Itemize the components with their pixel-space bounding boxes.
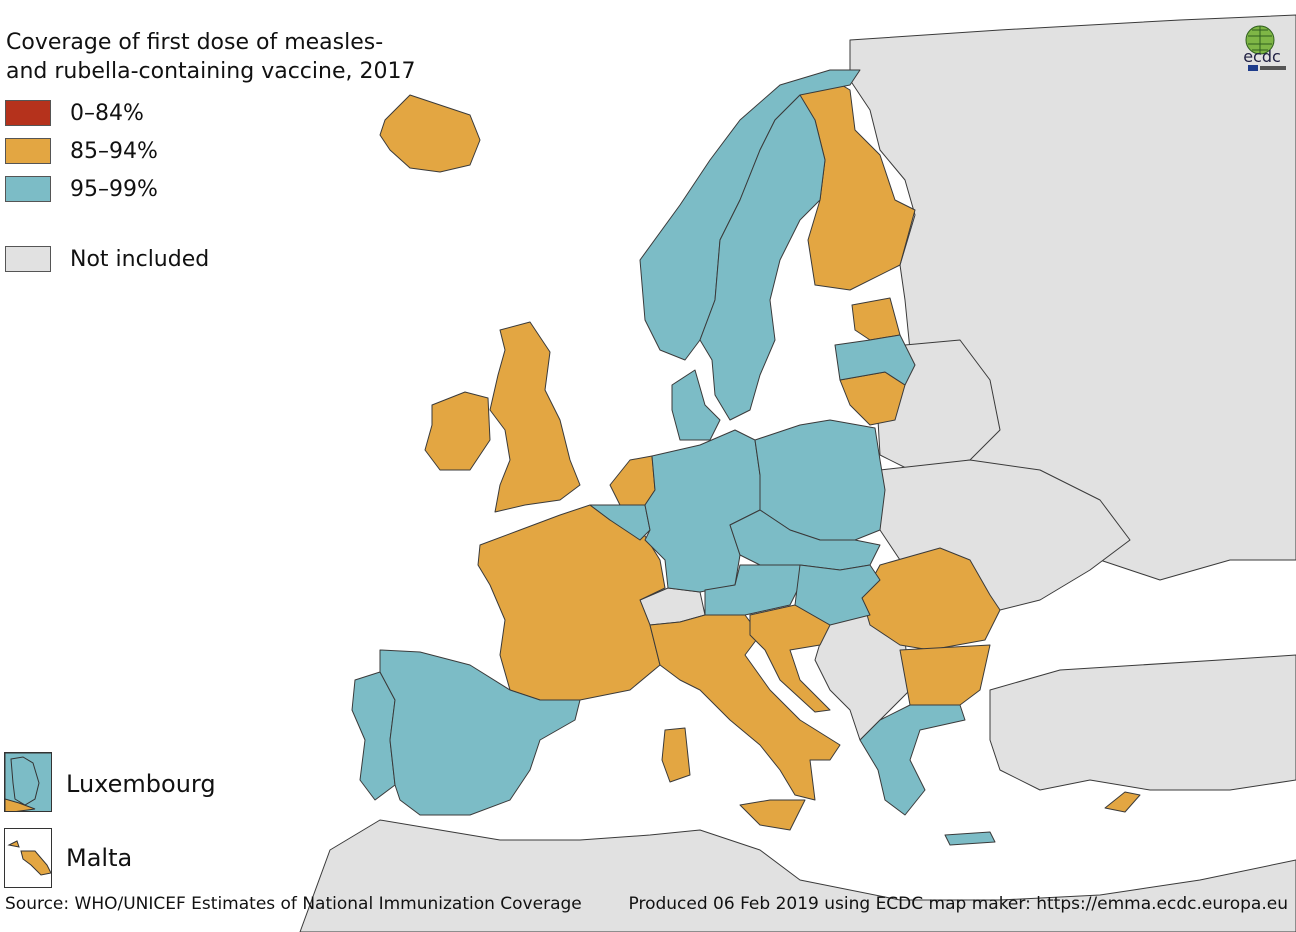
map-title: Coverage of first dose of measles- and r…	[6, 28, 426, 86]
title-line-2: and rubella-containing vaccine, 2017	[6, 59, 416, 84]
denmark	[671, 369, 721, 441]
cyprus	[1104, 791, 1141, 813]
ecdc-logo: ecdc	[1240, 22, 1290, 72]
legend-swatch-85-94	[5, 138, 51, 164]
logo-text: ecdc	[1243, 47, 1281, 66]
luxembourg-label: Luxembourg	[66, 770, 216, 798]
sweden	[699, 94, 826, 421]
legend-label: 95–99%	[70, 176, 158, 202]
sardinia	[661, 727, 691, 783]
united-kingdom	[489, 321, 581, 513]
sicily	[739, 799, 806, 831]
latvia	[834, 334, 916, 386]
legend-item-95-99: 95–99%	[5, 176, 158, 202]
legend-item-not-included: Not included	[5, 246, 209, 272]
turkey	[989, 654, 1296, 791]
greece	[859, 704, 966, 816]
lithuania	[839, 371, 906, 426]
italy	[649, 614, 841, 801]
north-africa	[299, 819, 1296, 932]
portugal	[351, 671, 396, 801]
legend-label: 0–84%	[70, 100, 144, 126]
hungary	[794, 564, 881, 626]
legend-label: 85–94%	[70, 138, 158, 164]
iceland	[379, 94, 481, 173]
produced-note: Produced 06 Feb 2019 using ECDC map make…	[628, 894, 1289, 914]
legend-swatch-not-included	[5, 246, 51, 272]
malta-shape	[7, 840, 51, 876]
title-line-1: Coverage of first dose of measles-	[6, 30, 384, 55]
malta-label: Malta	[66, 844, 133, 872]
malta-inset	[4, 828, 52, 888]
source-note: Source: WHO/UNICEF Estimates of National…	[5, 894, 582, 914]
luxembourg-shape	[5, 753, 51, 811]
spain	[379, 649, 581, 816]
netherlands	[609, 455, 656, 506]
legend-swatch-95-99	[5, 176, 51, 202]
luxembourg-inset	[4, 752, 52, 812]
estonia	[851, 297, 901, 341]
legend-label: Not included	[70, 246, 210, 272]
ireland	[424, 391, 491, 471]
czechia-slovakia	[729, 509, 881, 571]
legend-item-85-94: 85–94%	[5, 138, 158, 164]
legend-item-0-84: 0–84%	[5, 100, 144, 126]
bulgaria	[899, 644, 991, 706]
legend-swatch-0-84	[5, 100, 51, 126]
ecdc-globe-logo-icon: ecdc	[1243, 25, 1286, 71]
crete	[944, 831, 996, 846]
